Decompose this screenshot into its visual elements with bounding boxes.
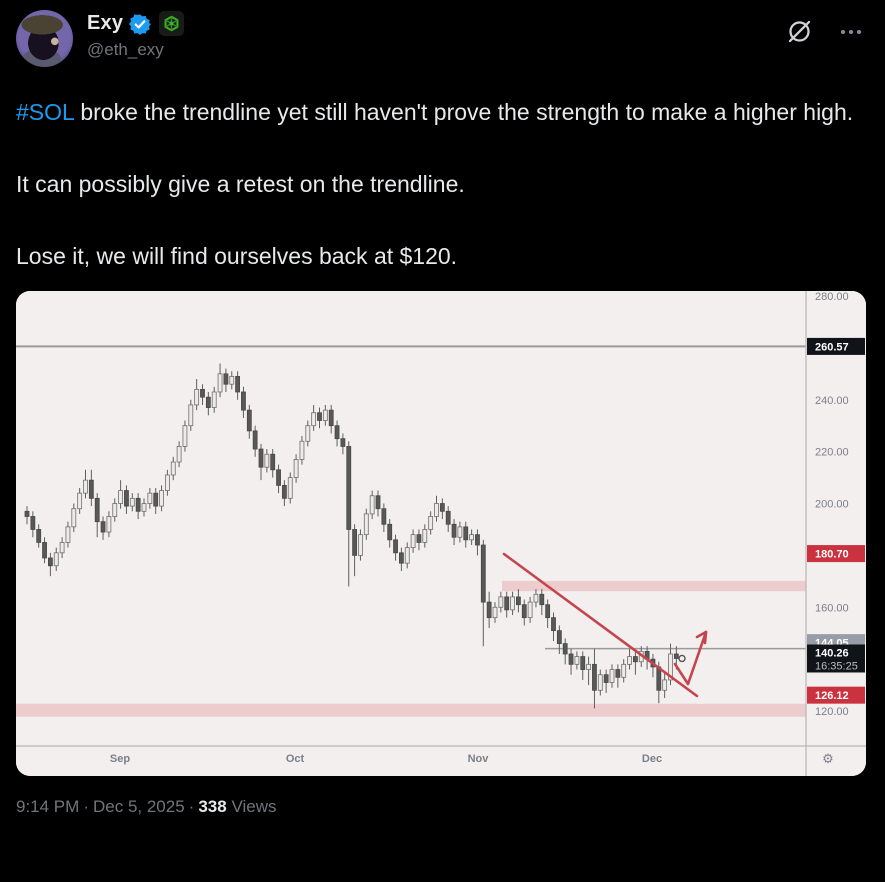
svg-text:Nov: Nov	[468, 753, 490, 765]
chart-media[interactable]: 280.00 260.57 240.00 220.00 200.00 180.70 160.…	[16, 291, 866, 776]
avatar[interactable]	[16, 10, 73, 67]
affiliate-badge-icon[interactable]	[159, 11, 185, 36]
candles	[24, 363, 679, 709]
trendline	[502, 552, 699, 698]
horizontal-price-lines	[16, 345, 806, 650]
svg-text:Dec: Dec	[642, 753, 662, 765]
author-handle[interactable]: @eth_exy	[87, 40, 164, 59]
candlestick-chart: 280.00 260.57 240.00 220.00 200.00 180.70 160.…	[16, 291, 866, 776]
tweet-header: Exy @eth_exy	[16, 8, 869, 67]
svg-text:126.12: 126.12	[815, 690, 849, 702]
tweet-paragraph-3: Lose it, we will find ourselves back at …	[16, 243, 458, 269]
separator: ·	[83, 797, 89, 816]
verified-badge-icon	[129, 13, 152, 35]
support-resistance-zones	[16, 580, 806, 717]
svg-text:16:35:25: 16:35:25	[815, 660, 858, 672]
svg-text:Oct: Oct	[286, 753, 305, 765]
more-icon[interactable]	[839, 20, 863, 44]
svg-text:220.00: 220.00	[815, 447, 849, 459]
tweet-footer: 9:14 PM · Dec 5, 2025 · 338 Views	[16, 797, 869, 817]
svg-text:120.00: 120.00	[815, 706, 849, 718]
separator: ·	[188, 797, 195, 816]
tweet-p1-rest: broke the trendline yet still haven't pr…	[73, 99, 854, 125]
timestamp-date: Dec 5, 2025	[92, 797, 185, 816]
time-axis-labels: Sep Oct Nov Dec	[110, 753, 662, 765]
svg-text:260.57: 260.57	[815, 341, 849, 353]
tweet-paragraph-1: #SOL broke the trendline yet still haven…	[16, 97, 869, 128]
price-axis-labels: 280.00 260.57 240.00 220.00 200.00 180.70 160.…	[807, 291, 865, 718]
author-name[interactable]: Exy	[87, 12, 124, 34]
svg-text:180.70: 180.70	[815, 549, 849, 561]
svg-text:240.00: 240.00	[815, 395, 849, 407]
svg-text:200.00: 200.00	[815, 499, 849, 511]
grok-icon[interactable]	[786, 18, 813, 45]
chart-settings-gear-icon: ⚙	[822, 751, 834, 766]
svg-text:280.00: 280.00	[815, 291, 849, 303]
last-price-marker	[678, 654, 686, 663]
svg-text:160.00: 160.00	[815, 602, 849, 614]
tweet-paragraph-2: It can possibly give a retest on the tre…	[16, 171, 465, 197]
hashtag-link[interactable]: #SOL	[16, 99, 74, 125]
svg-text:140.26: 140.26	[815, 647, 849, 659]
chart-background	[16, 291, 866, 776]
retest-arrow	[673, 630, 708, 686]
tweet-text: #SOL broke the trendline yet still haven…	[16, 97, 869, 272]
views-label: Views	[231, 797, 277, 816]
svg-text:Sep: Sep	[110, 753, 130, 765]
views-count: 338	[198, 797, 227, 816]
timestamp-time: 9:14 PM	[16, 797, 80, 816]
